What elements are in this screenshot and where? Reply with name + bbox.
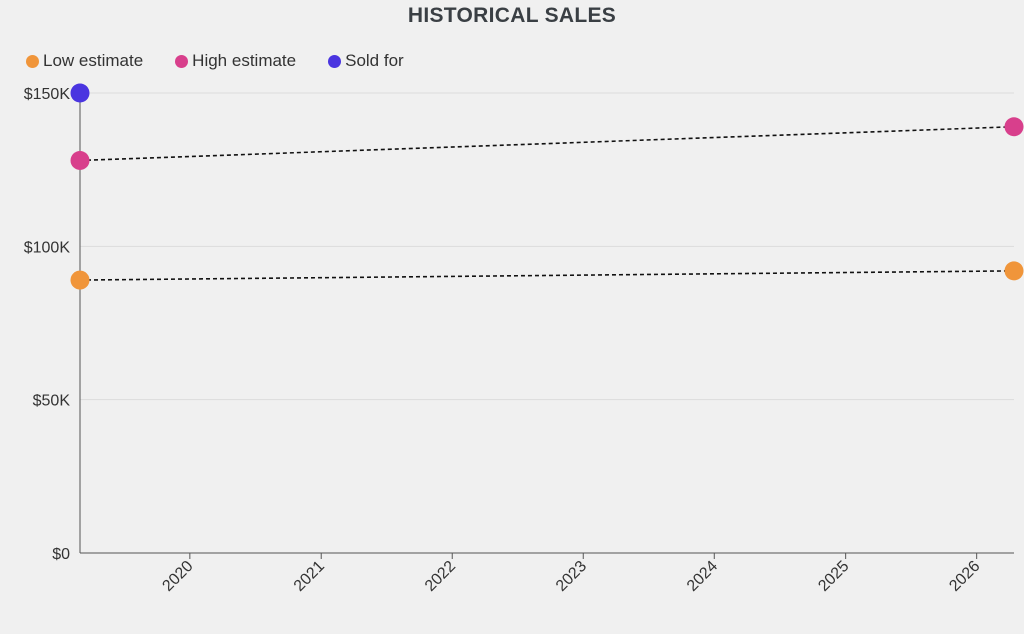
legend: Low estimate High estimate Sold for xyxy=(26,51,436,71)
legend-swatch-sold-for xyxy=(328,54,342,68)
legend-label-sold-for: Sold for xyxy=(345,51,404,70)
series-line-low-estimate xyxy=(79,270,1015,281)
data-point-high-estimate[interactable] xyxy=(70,150,90,170)
x-tick-labels: 2020 2021 2022 2023 2024 2025 2026 xyxy=(159,553,984,595)
x-tick-label: 2022 xyxy=(422,558,459,595)
x-tick-label: 2020 xyxy=(159,558,196,595)
x-tick-label: 2021 xyxy=(291,558,328,595)
x-tick-label: 2026 xyxy=(946,558,983,595)
axes xyxy=(79,93,1014,554)
data-point-sold-for[interactable] xyxy=(70,83,90,103)
legend-label-low-estimate: Low estimate xyxy=(43,51,144,70)
legend-item-high-estimate[interactable]: High estimate xyxy=(175,51,296,71)
y-tick-label: $0 xyxy=(52,546,70,563)
grid-lines xyxy=(80,92,1014,401)
x-tick-label: 2025 xyxy=(815,558,852,595)
y-tick-label: $50K xyxy=(33,393,71,410)
chart-title: HISTORICAL SALES xyxy=(407,4,617,27)
y-tick-label: $100K xyxy=(24,239,71,256)
data-point-low-estimate[interactable] xyxy=(1004,261,1024,281)
data-point-high-estimate[interactable] xyxy=(1004,117,1024,137)
series-lines xyxy=(79,125,1015,281)
series-line-high-estimate xyxy=(79,125,1015,162)
data-point-low-estimate[interactable] xyxy=(70,270,90,290)
legend-item-low-estimate[interactable]: Low estimate xyxy=(26,51,143,71)
legend-item-sold-for[interactable]: Sold for xyxy=(328,51,404,71)
legend-label-high-estimate: High estimate xyxy=(192,51,297,70)
y-tick-label: $150K xyxy=(24,86,71,103)
x-tick-label: 2023 xyxy=(553,558,590,595)
data-points xyxy=(70,83,1024,290)
legend-swatch-low-estimate xyxy=(26,54,39,68)
legend-swatch-high-estimate xyxy=(175,54,189,68)
x-tick-label: 2024 xyxy=(684,558,721,595)
y-tick-labels: $0 $50K $100K $150K xyxy=(24,86,71,563)
